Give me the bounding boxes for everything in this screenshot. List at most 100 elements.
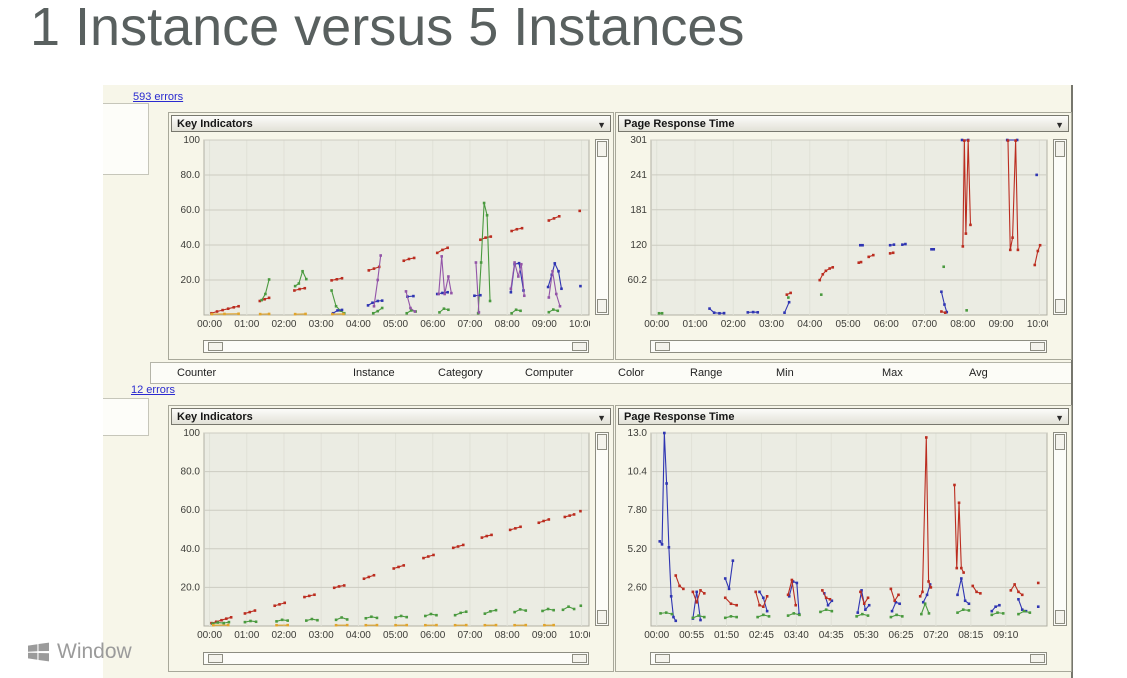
- vertical-scrollbar[interactable]: [595, 139, 609, 315]
- svg-text:05:30: 05:30: [854, 630, 879, 641]
- scrollbar-thumb[interactable]: [208, 654, 223, 663]
- chart-canvas: 13.0 10.4 7.80 5.20 2.60 00:00 00:55 01:50 02:45…: [628, 428, 1048, 641]
- svg-text:05:00: 05:00: [383, 630, 408, 641]
- metric-dropdown-label: Page Response Time: [624, 118, 735, 130]
- svg-text:03:40: 03:40: [784, 630, 809, 641]
- svg-text:09:00: 09:00: [532, 630, 557, 641]
- column-header-range[interactable]: Range: [690, 367, 723, 379]
- svg-text:13.0: 13.0: [628, 428, 648, 439]
- column-header-instance[interactable]: Instance: [353, 367, 395, 379]
- svg-text:00:00: 00:00: [197, 630, 222, 641]
- svg-text:7.80: 7.80: [628, 505, 648, 516]
- svg-text:08:00: 08:00: [495, 319, 520, 330]
- column-header-avg[interactable]: Avg: [969, 367, 988, 379]
- svg-text:00:00: 00:00: [644, 319, 669, 330]
- svg-text:05:00: 05:00: [383, 319, 408, 330]
- svg-text:120: 120: [630, 240, 647, 251]
- scrollbar-thumb[interactable]: [1055, 434, 1065, 450]
- scrollbar-end[interactable]: [1055, 610, 1065, 624]
- svg-text:05:00: 05:00: [836, 319, 861, 330]
- scrollbar-end[interactable]: [597, 610, 607, 624]
- svg-text:04:00: 04:00: [797, 319, 822, 330]
- column-header-category[interactable]: Category: [438, 367, 483, 379]
- svg-text:10:00: 10:00: [569, 319, 590, 330]
- horizontal-scrollbar[interactable]: [203, 652, 589, 665]
- vertical-scrollbar[interactable]: [1053, 139, 1067, 315]
- svg-text:02:00: 02:00: [721, 319, 746, 330]
- scrollbar-end[interactable]: [572, 342, 587, 351]
- windows-logo-icon: [28, 642, 49, 662]
- scrollbar-thumb[interactable]: [655, 342, 670, 351]
- svg-text:01:00: 01:00: [234, 630, 259, 641]
- horizontal-scrollbar[interactable]: [650, 652, 1047, 665]
- column-header-color[interactable]: Color: [618, 367, 645, 379]
- windows-watermark: Window: [28, 640, 132, 664]
- metric-dropdown[interactable]: Page Response Time ▼: [618, 408, 1069, 425]
- chart-panel-top-right: Page Response Time ▼ 301 241 181 120 60.2 00:…: [615, 112, 1072, 360]
- svg-text:10.4: 10.4: [628, 467, 648, 478]
- chevron-down-icon: ▼: [1055, 120, 1064, 130]
- svg-text:01:50: 01:50: [714, 630, 739, 641]
- metric-dropdown[interactable]: Key Indicators ▼: [171, 408, 611, 425]
- svg-text:10:00: 10:00: [1027, 319, 1048, 330]
- scrollbar-thumb[interactable]: [597, 434, 607, 450]
- column-header-min[interactable]: Min: [776, 367, 794, 379]
- svg-text:02:00: 02:00: [271, 630, 296, 641]
- svg-text:03:00: 03:00: [759, 319, 784, 330]
- svg-text:07:20: 07:20: [923, 630, 948, 641]
- errors-link-bottom[interactable]: 12 errors: [131, 384, 176, 396]
- svg-text:04:00: 04:00: [346, 630, 371, 641]
- horizontal-scrollbar[interactable]: [650, 340, 1047, 353]
- svg-text:301: 301: [630, 135, 647, 146]
- svg-text:02:00: 02:00: [271, 319, 296, 330]
- svg-text:20.0: 20.0: [181, 582, 201, 593]
- scrollbar-end[interactable]: [572, 654, 587, 663]
- slide-title: 1 Instance versus 5 Instances: [30, 0, 745, 57]
- svg-text:00:00: 00:00: [197, 319, 222, 330]
- svg-text:02:45: 02:45: [749, 630, 774, 641]
- column-header-max[interactable]: Max: [882, 367, 903, 379]
- svg-text:80.0: 80.0: [181, 467, 201, 478]
- svg-text:06:00: 06:00: [420, 319, 445, 330]
- svg-text:00:00: 00:00: [644, 630, 669, 641]
- chevron-down-icon: ▼: [597, 413, 606, 423]
- metric-dropdown[interactable]: Key Indicators ▼: [171, 115, 611, 132]
- svg-text:01:00: 01:00: [682, 319, 707, 330]
- svg-text:60.0: 60.0: [181, 505, 201, 516]
- vertical-scrollbar[interactable]: [595, 432, 609, 626]
- metric-dropdown[interactable]: Page Response Time ▼: [618, 115, 1069, 132]
- svg-text:08:15: 08:15: [958, 630, 983, 641]
- horizontal-scrollbar[interactable]: [203, 340, 589, 353]
- scrollbar-end[interactable]: [597, 299, 607, 313]
- scrollbar-end[interactable]: [1030, 342, 1045, 351]
- svg-text:2.60: 2.60: [628, 582, 648, 593]
- svg-text:03:00: 03:00: [309, 319, 334, 330]
- svg-text:04:00: 04:00: [346, 319, 371, 330]
- left-stub-panel-bottom: [103, 398, 149, 436]
- scrollbar-end[interactable]: [1030, 654, 1045, 663]
- chart-panel-top-left: Key Indicators ▼ 100 80.0 60.0 40.0 20.0 00:0…: [168, 112, 614, 360]
- errors-link-top[interactable]: 593 errors: [133, 91, 184, 103]
- svg-text:00:55: 00:55: [679, 630, 704, 641]
- chevron-down-icon: ▼: [1055, 413, 1064, 423]
- metric-dropdown-label: Key Indicators: [177, 118, 253, 130]
- chart-canvas: 100 80.0 60.0 40.0 20.0 00:00 01:00 02:00 03:00 0…: [181, 428, 590, 641]
- chart-canvas: 301 241 181 120 60.2 00:00 01:00 02:00 03:00 04:0…: [628, 135, 1048, 330]
- svg-text:01:00: 01:00: [234, 319, 259, 330]
- scrollbar-thumb[interactable]: [597, 141, 607, 157]
- svg-text:100: 100: [183, 428, 200, 439]
- chart-panel-bottom-left: Key Indicators ▼ 100 80.0 60.0 40.0 20.0 00:0…: [168, 405, 614, 672]
- scrollbar-thumb[interactable]: [655, 654, 670, 663]
- svg-text:80.0: 80.0: [181, 170, 201, 181]
- chart-canvas: 100 80.0 60.0 40.0 20.0 00:00 01:00 02:00 03:00 0…: [181, 135, 590, 330]
- scrollbar-thumb[interactable]: [1055, 141, 1065, 157]
- vertical-scrollbar[interactable]: [1053, 432, 1067, 626]
- column-header-counter[interactable]: Counter: [177, 367, 217, 379]
- svg-text:181: 181: [630, 205, 647, 216]
- left-stub-panel-top: [103, 103, 149, 141]
- left-stub-panel-top2: [103, 140, 149, 175]
- scrollbar-end[interactable]: [1055, 299, 1065, 313]
- column-header-computer[interactable]: Computer: [525, 367, 574, 379]
- scrollbar-thumb[interactable]: [208, 342, 223, 351]
